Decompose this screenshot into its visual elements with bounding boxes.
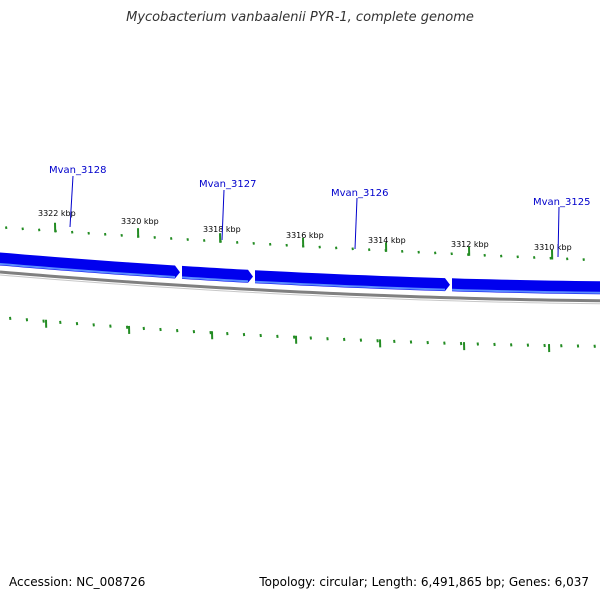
gene-arrow[interactable]	[0, 252, 180, 279]
gene-arrow-highlight	[0, 262, 176, 278]
accession-text: Accession: NC_008726	[9, 575, 146, 589]
gene-label-leader	[557, 206, 560, 258]
gene-label-leader	[221, 189, 225, 241]
gene-label-group: Mvan_3128 Mvan_3127 Mvan_3126 Mvan_3125	[49, 165, 590, 258]
genome-summary-text: Topology: circular; Length: 6,491,865 bp…	[259, 575, 589, 589]
map-title: Mycobacterium vanbaalenii PYR-1, complet…	[126, 10, 474, 25]
tick-label-group: 3322 kbp 3320 kbp 3318 kbp 3316 kbp 3314…	[38, 209, 572, 252]
gene-arrow[interactable]	[255, 270, 450, 292]
genome-backbone	[0, 270, 600, 305]
gene-arrow-highlight	[254, 280, 446, 291]
gene-track	[0, 252, 600, 295]
gene-label-leader	[69, 175, 74, 228]
tick-label: 3310 kbp	[534, 243, 572, 252]
gene-label[interactable]: Mvan_3127	[199, 179, 256, 190]
gene-label[interactable]: Mvan_3128	[49, 165, 106, 176]
tick-label: 3316 kbp	[286, 231, 324, 240]
tick-label: 3318 kbp	[203, 225, 241, 234]
tick-label: 3314 kbp	[368, 236, 406, 245]
gene-arrow-highlight	[181, 276, 249, 283]
lower-tick-track	[9, 316, 596, 353]
tick-label: 3320 kbp	[121, 217, 159, 226]
gene-arrow-highlight	[451, 288, 600, 294]
tick-label: 3322 kbp	[38, 209, 76, 218]
gene-label[interactable]: Mvan_3125	[533, 197, 590, 208]
upper-tick-track	[5, 222, 585, 261]
gene-label[interactable]: Mvan_3126	[331, 188, 388, 199]
tick-label: 3312 kbp	[451, 240, 489, 249]
gene-label-leader	[354, 197, 358, 250]
